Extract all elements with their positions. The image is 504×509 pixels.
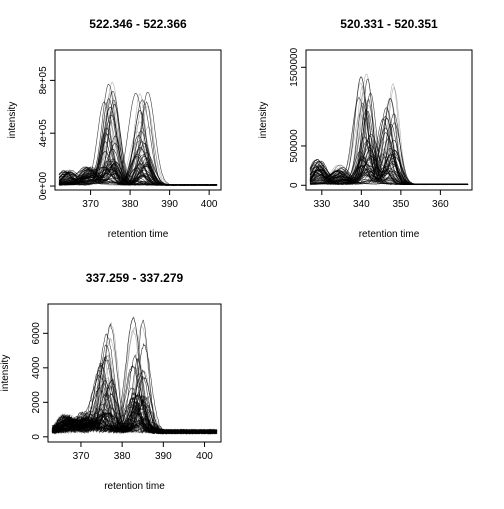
y-tick-label: 8e+05: [38, 66, 49, 95]
y-tick-label: 0: [289, 182, 300, 188]
x-tick-label: 400: [196, 451, 213, 462]
trace-line: [51, 317, 218, 435]
trace-line: [309, 125, 469, 186]
trace-line: [52, 420, 218, 435]
x-tick-label: 400: [201, 199, 218, 210]
traces-group: [58, 81, 218, 186]
y-tick-label: 4000: [31, 356, 42, 379]
x-tick-label: 390: [161, 199, 178, 210]
x-tick-label: 380: [122, 199, 139, 210]
chart-title: 337.259 - 337.279: [86, 271, 184, 285]
y-tick-label: 1500000: [289, 47, 300, 86]
trace-line: [309, 113, 469, 186]
y-tick-label: 2000: [31, 391, 42, 414]
x-tick-label: 340: [353, 199, 370, 210]
x-tick-label: 370: [73, 451, 90, 462]
panel-2: 330 340 350 360 0 500000 1500000 520.331 - 520.…: [258, 17, 473, 240]
trace-line: [51, 410, 217, 435]
x-tick-label: 360: [432, 199, 449, 210]
x-tick-label: 390: [155, 451, 172, 462]
y-axis-label: intensity: [0, 355, 11, 392]
x-tick-label: 370: [82, 199, 99, 210]
trace-line: [58, 166, 218, 186]
x-axis-label: retention time: [359, 229, 420, 240]
x-tick-label: 330: [313, 199, 330, 210]
chart-title: 520.331 - 520.351: [340, 17, 438, 31]
y-axis-label: intensity: [258, 102, 269, 139]
chart-title: 522.346 - 522.366: [89, 17, 187, 31]
y-axis-label: intensity: [7, 102, 18, 139]
x-tick-label: 380: [114, 451, 131, 462]
panel-1: 370 380 390 400 0e+00 4e+05 8e+05 522.346 - 522…: [7, 17, 222, 240]
x-axis-label: retention time: [108, 229, 169, 240]
y-tick-label: 6000: [31, 322, 42, 345]
trace-line: [58, 135, 217, 186]
x-tick-label: 350: [393, 199, 410, 210]
traces-group: [51, 315, 218, 435]
traces-group: [309, 73, 469, 186]
y-tick-label: 0e+00: [38, 172, 49, 201]
y-tick-label: 500000: [289, 129, 300, 163]
x-axis-label: retention time: [104, 481, 165, 492]
y-tick-label: 4e+05: [38, 119, 49, 148]
y-tick-label: 0: [31, 434, 42, 440]
